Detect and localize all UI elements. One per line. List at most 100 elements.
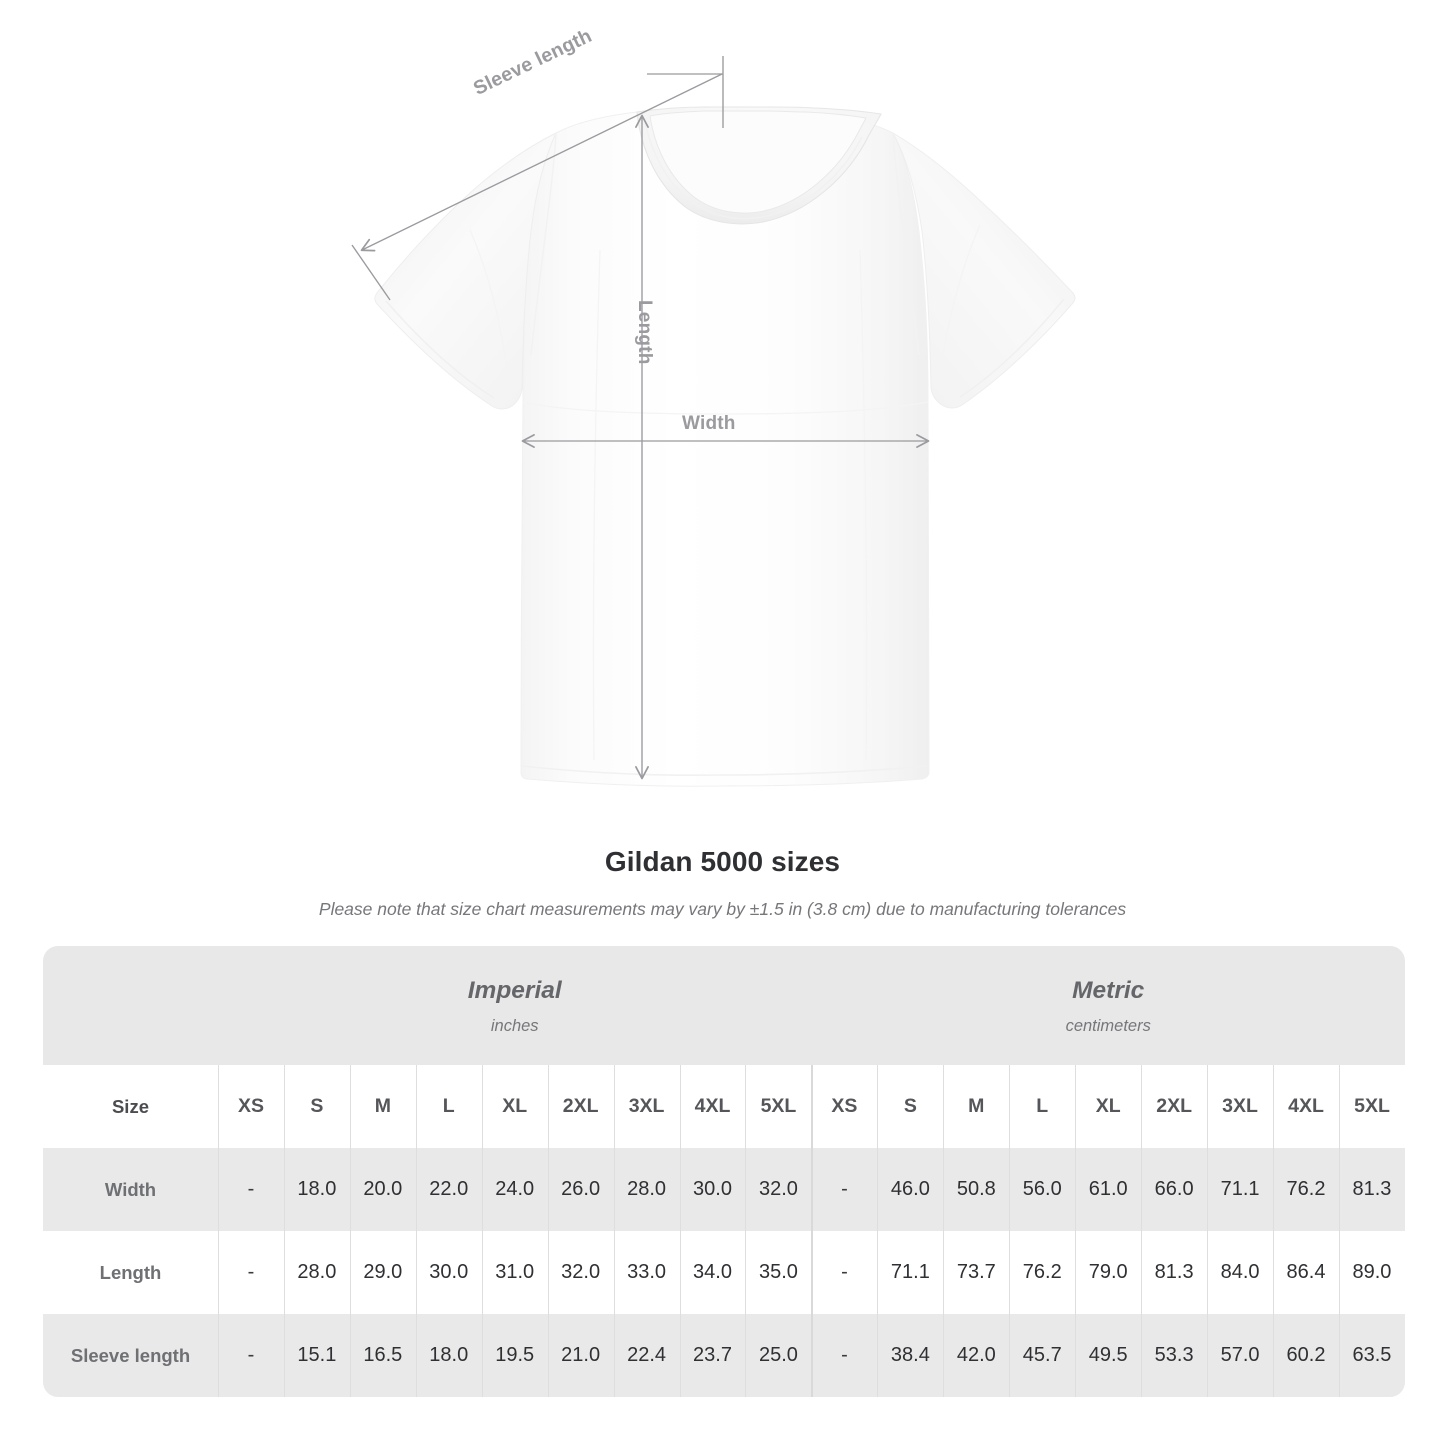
row-header-width: Width bbox=[43, 1148, 218, 1231]
cell-width-imperial-s: 18.0 bbox=[283, 1148, 350, 1231]
cell-width-metric-xs: - bbox=[811, 1148, 878, 1231]
cell-length-metric-l: 76.2 bbox=[1009, 1231, 1076, 1314]
column-header-imperial-3xl: 3XL bbox=[613, 1065, 680, 1148]
cell-sleeve-imperial-l: 18.0 bbox=[415, 1314, 482, 1397]
cell-sleeve-imperial-m: 16.5 bbox=[349, 1314, 416, 1397]
tshirt-illustration bbox=[351, 56, 1076, 787]
column-header-imperial-m: M bbox=[349, 1065, 416, 1148]
cell-length-imperial-2xl: 32.0 bbox=[547, 1231, 614, 1314]
cell-sleeve-metric-m: 42.0 bbox=[943, 1314, 1010, 1397]
garment-shape bbox=[374, 106, 1076, 787]
fabric-folds bbox=[469, 224, 981, 761]
cell-length-metric-2xl: 81.3 bbox=[1141, 1231, 1208, 1314]
column-header-size: Size bbox=[43, 1065, 218, 1148]
tolerance-note: Please note that size chart measurements… bbox=[318, 899, 1127, 919]
cell-length-imperial-3xl: 33.0 bbox=[613, 1231, 680, 1314]
unit-group-imperial-name: Imperial bbox=[467, 976, 562, 1004]
column-header-imperial-s: S bbox=[283, 1065, 350, 1148]
width-label: Width bbox=[682, 413, 736, 434]
column-header-metric-4xl: 4XL bbox=[1273, 1065, 1339, 1148]
cell-length-imperial-5xl: 35.0 bbox=[745, 1231, 812, 1314]
cell-width-metric-3xl: 71.1 bbox=[1207, 1148, 1274, 1231]
tshirt-measurement-diagram: Sleeve length Length Width bbox=[351, 25, 1076, 787]
unit-group-metric-name: Metric bbox=[1072, 976, 1145, 1004]
column-header-metric-m: M bbox=[943, 1065, 1010, 1148]
cell-width-metric-4xl: 76.2 bbox=[1273, 1148, 1339, 1231]
cell-width-metric-xl: 61.0 bbox=[1075, 1148, 1142, 1231]
sleeve-cuff-tick bbox=[351, 244, 391, 301]
cell-sleeve-metric-s: 38.4 bbox=[877, 1314, 944, 1397]
unit-banner-spacer bbox=[43, 946, 218, 1065]
column-header-imperial-xl: XL bbox=[481, 1065, 548, 1148]
left-cuff-line bbox=[385, 300, 495, 399]
cell-width-imperial-m: 20.0 bbox=[349, 1148, 416, 1231]
left-sleeve bbox=[374, 131, 558, 410]
column-header-imperial-5xl: 5XL bbox=[745, 1065, 812, 1148]
column-header-metric-xl: XL bbox=[1075, 1065, 1142, 1148]
sleeve-dimension-arrow bbox=[360, 73, 723, 252]
cell-length-metric-xs: - bbox=[811, 1231, 878, 1314]
column-header-metric-xs: XS bbox=[811, 1065, 878, 1148]
unit-group-imperial: Imperial inches bbox=[217, 946, 812, 1065]
table-row: Length - 28.0 29.0 30.0 31.0 32.0 33.0 3… bbox=[43, 1231, 1405, 1314]
column-header-metric-5xl: 5XL bbox=[1338, 1065, 1405, 1148]
cell-width-imperial-4xl: 30.0 bbox=[679, 1148, 746, 1231]
cell-sleeve-imperial-xl: 19.5 bbox=[481, 1314, 548, 1397]
cell-sleeve-metric-4xl: 60.2 bbox=[1273, 1314, 1339, 1397]
cell-width-imperial-xl: 24.0 bbox=[481, 1148, 548, 1231]
dimension-lines bbox=[351, 56, 930, 780]
neckline-inner bbox=[649, 110, 867, 214]
cell-length-imperial-xl: 31.0 bbox=[481, 1231, 548, 1314]
size-header-row: Size XS S M L XL 2XL 3XL 4XL 5XL XS S M … bbox=[43, 1065, 1405, 1148]
column-header-metric-2xl: 2XL bbox=[1141, 1065, 1208, 1148]
bottom-hem bbox=[520, 765, 930, 777]
cell-sleeve-metric-xl: 49.5 bbox=[1075, 1314, 1142, 1397]
cell-sleeve-metric-l: 45.7 bbox=[1009, 1314, 1076, 1397]
cell-sleeve-imperial-4xl: 23.7 bbox=[679, 1314, 746, 1397]
right-cuff-line bbox=[959, 298, 1065, 398]
unit-group-metric-sub: centimeters bbox=[1065, 1016, 1151, 1035]
table-row: Width - 18.0 20.0 22.0 24.0 26.0 28.0 30… bbox=[43, 1148, 1405, 1231]
cell-width-imperial-l: 22.0 bbox=[415, 1148, 482, 1231]
cell-length-metric-m: 73.7 bbox=[943, 1231, 1010, 1314]
length-label: Length bbox=[634, 300, 655, 365]
cell-width-metric-m: 50.8 bbox=[943, 1148, 1010, 1231]
heading-block: Gildan 5000 sizes Please note that size … bbox=[0, 845, 1445, 920]
row-header-length: Length bbox=[43, 1231, 218, 1314]
column-header-imperial-l: L bbox=[415, 1065, 482, 1148]
cell-sleeve-imperial-s: 15.1 bbox=[283, 1314, 350, 1397]
cell-length-imperial-s: 28.0 bbox=[283, 1231, 350, 1314]
page-title: Gildan 5000 sizes bbox=[604, 846, 841, 877]
column-header-metric-l: L bbox=[1009, 1065, 1076, 1148]
shoulder-seams bbox=[530, 132, 920, 356]
cell-width-imperial-5xl: 32.0 bbox=[745, 1148, 812, 1231]
column-header-imperial-2xl: 2XL bbox=[547, 1065, 614, 1148]
cell-sleeve-imperial-xs: - bbox=[217, 1314, 284, 1397]
size-chart-table-container: Imperial inches Metric centimeters Size … bbox=[43, 946, 1405, 1397]
cell-sleeve-imperial-5xl: 25.0 bbox=[745, 1314, 812, 1397]
cell-sleeve-imperial-3xl: 22.4 bbox=[613, 1314, 680, 1397]
cell-length-metric-xl: 79.0 bbox=[1075, 1231, 1142, 1314]
cell-width-metric-l: 56.0 bbox=[1009, 1148, 1076, 1231]
unit-group-metric: Metric centimeters bbox=[811, 946, 1405, 1065]
cell-sleeve-metric-xs: - bbox=[811, 1314, 878, 1397]
collar-stitch bbox=[644, 121, 863, 220]
cell-width-imperial-xs: - bbox=[217, 1148, 284, 1231]
column-header-imperial-xs: XS bbox=[217, 1065, 284, 1148]
cell-width-imperial-3xl: 28.0 bbox=[613, 1148, 680, 1231]
unit-banner-row: Imperial inches Metric centimeters bbox=[43, 946, 1405, 1065]
column-header-metric-s: S bbox=[877, 1065, 944, 1148]
cell-length-metric-4xl: 86.4 bbox=[1273, 1231, 1339, 1314]
row-header-sleeve-length: Sleeve length bbox=[43, 1314, 218, 1397]
cell-sleeve-metric-2xl: 53.3 bbox=[1141, 1314, 1208, 1397]
unit-group-imperial-sub: inches bbox=[490, 1016, 539, 1035]
cell-width-metric-s: 46.0 bbox=[877, 1148, 944, 1231]
cell-length-imperial-xs: - bbox=[217, 1231, 284, 1314]
right-sleeve bbox=[891, 131, 1076, 409]
table-row: Sleeve length - 15.1 16.5 18.0 19.5 21.0… bbox=[43, 1314, 1405, 1397]
cell-length-metric-5xl: 89.0 bbox=[1338, 1231, 1405, 1314]
cell-sleeve-metric-5xl: 63.5 bbox=[1338, 1314, 1405, 1397]
column-header-imperial-4xl: 4XL bbox=[679, 1065, 746, 1148]
cell-length-imperial-m: 29.0 bbox=[349, 1231, 416, 1314]
size-chart-table: Imperial inches Metric centimeters Size … bbox=[43, 946, 1405, 1397]
